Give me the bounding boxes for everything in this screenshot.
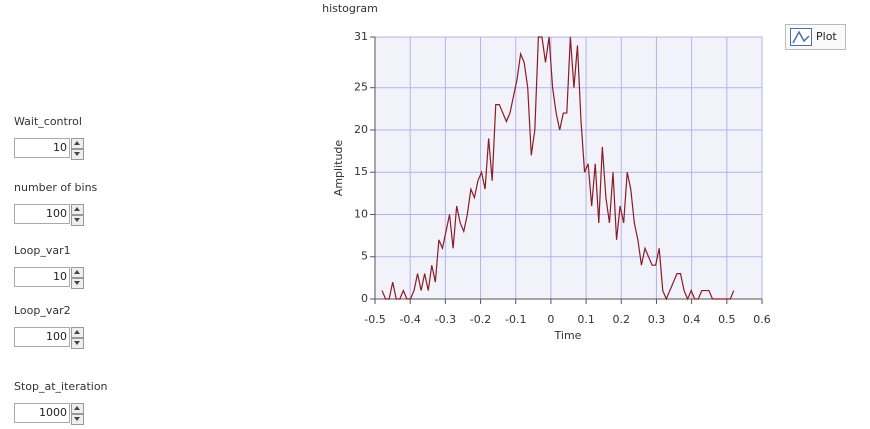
increment[interactable] <box>71 204 84 215</box>
increment[interactable] <box>71 138 84 149</box>
y-tick-label: 25 <box>354 81 368 94</box>
numeric-input[interactable]: 100 <box>14 204 70 224</box>
legend-label: Plot <box>816 30 837 43</box>
increment[interactable] <box>71 267 84 278</box>
x-tick-label: 0.2 <box>613 313 631 326</box>
y-tick-label: 0 <box>361 292 368 305</box>
y-tick-label: 20 <box>354 123 368 136</box>
y-tick-label: 5 <box>361 250 368 263</box>
spin-buttons[interactable] <box>71 204 84 226</box>
series-line <box>381 36 735 301</box>
numeric-input[interactable]: 10 <box>14 138 70 158</box>
decrement[interactable] <box>71 149 84 160</box>
spin-buttons[interactable] <box>71 138 84 160</box>
decrement[interactable] <box>71 215 84 226</box>
x-tick-label: 0.3 <box>648 313 666 326</box>
x-tick-label: 0.5 <box>718 313 736 326</box>
numeric-input[interactable]: 1000 <box>14 403 70 423</box>
spin-buttons[interactable] <box>71 267 84 289</box>
x-tick-label: 0.6 <box>753 313 771 326</box>
x-tick-label: 0 <box>547 313 554 326</box>
y-tick-label: 15 <box>354 165 368 178</box>
y-tick-label: 10 <box>354 207 368 220</box>
spin-buttons[interactable] <box>71 403 84 425</box>
control-label: Loop_var2 <box>14 304 71 317</box>
numeric-input[interactable]: 10 <box>14 267 70 287</box>
x-tick-label: -0.4 <box>399 313 420 326</box>
x-tick-label: 0.1 <box>577 313 595 326</box>
decrement[interactable] <box>71 414 84 425</box>
legend-icon <box>790 28 812 46</box>
decrement[interactable] <box>71 278 84 289</box>
control-label: Loop_var1 <box>14 244 71 257</box>
x-tick-label: 0.4 <box>683 313 701 326</box>
chart-title: histogram <box>322 2 378 15</box>
y-tick-label: 31 <box>354 30 368 43</box>
x-axis-label: Time <box>554 329 582 342</box>
x-tick-label: -0.2 <box>470 313 491 326</box>
increment[interactable] <box>71 327 84 338</box>
plot-legend[interactable]: Plot <box>785 24 846 50</box>
numeric-input[interactable]: 100 <box>14 327 70 347</box>
y-axis-label: Amplitude <box>332 140 345 197</box>
x-tick-label: -0.3 <box>435 313 456 326</box>
x-tick-label: -0.5 <box>364 313 385 326</box>
control-label: number of bins <box>14 181 98 194</box>
control-label: Stop_at_iteration <box>14 380 108 393</box>
increment[interactable] <box>71 403 84 414</box>
spin-buttons[interactable] <box>71 327 84 349</box>
x-tick-label: -0.1 <box>505 313 526 326</box>
control-label: Wait_control <box>14 115 82 128</box>
decrement[interactable] <box>71 338 84 349</box>
